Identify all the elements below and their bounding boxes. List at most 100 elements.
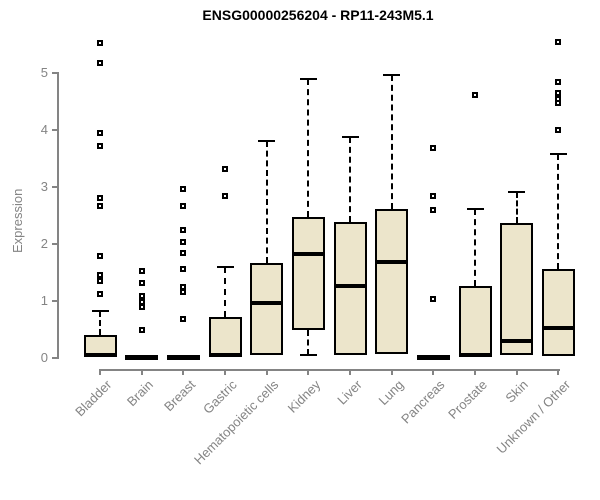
x-tick-label: Pancreas xyxy=(398,377,448,427)
x-tick-label: Skin xyxy=(502,377,532,406)
outlier-point xyxy=(97,39,103,46)
box xyxy=(208,316,242,357)
x-tick-label: Unknown / Other xyxy=(493,377,573,457)
outlier-point xyxy=(97,278,103,285)
median-line xyxy=(458,353,492,358)
x-tick-label: Lung xyxy=(375,377,407,409)
y-tick xyxy=(52,186,58,188)
x-tick xyxy=(224,369,226,375)
upper-whisker xyxy=(349,136,352,223)
box xyxy=(375,209,409,354)
median-line xyxy=(375,260,409,265)
outlier-point xyxy=(180,289,187,296)
outlier-point xyxy=(180,283,187,290)
outlier-point xyxy=(180,316,187,323)
upper-whisker-cap xyxy=(258,139,276,142)
box xyxy=(541,268,575,356)
y-tick xyxy=(52,129,58,131)
upper-whisker xyxy=(474,209,477,287)
chart-title: ENSG00000256204 - RP11-243M5.1 xyxy=(202,7,434,23)
x-tick xyxy=(432,369,435,375)
outlier-point xyxy=(472,92,479,99)
y-tick-label: 2 xyxy=(40,236,48,251)
median-line xyxy=(166,354,200,359)
y-axis-line xyxy=(57,72,59,359)
outlier-point xyxy=(430,206,437,213)
upper-whisker-cap xyxy=(508,190,526,193)
outlier-point xyxy=(555,79,562,86)
lower-whisker xyxy=(307,330,310,356)
y-tick xyxy=(52,357,58,359)
y-tick-label: 4 xyxy=(40,122,48,137)
y-tick xyxy=(52,300,58,302)
median-line xyxy=(208,353,242,358)
upper-whisker xyxy=(515,191,518,223)
outlier-point xyxy=(555,100,562,107)
upper-whisker xyxy=(390,75,393,210)
median-line xyxy=(125,354,159,359)
outlier-point xyxy=(180,186,187,193)
x-tick-label: Bladder xyxy=(72,377,115,420)
outlier-point xyxy=(138,303,145,310)
outlier-point xyxy=(138,293,145,300)
y-tick-label: 3 xyxy=(40,179,48,194)
x-tick-label: Gastric xyxy=(199,377,240,417)
upper-whisker xyxy=(99,311,101,336)
x-tick xyxy=(474,369,477,375)
outlier-point xyxy=(555,39,562,46)
upper-whisker-cap xyxy=(549,152,567,155)
outlier-point xyxy=(180,226,187,233)
outlier-point xyxy=(180,238,187,245)
median-line xyxy=(250,300,284,305)
outlier-point xyxy=(555,127,562,133)
x-axis-line xyxy=(99,369,560,371)
outlier-point xyxy=(180,250,187,257)
outlier-point xyxy=(97,202,103,209)
median-line xyxy=(291,252,325,257)
x-tick xyxy=(265,369,268,375)
outlier-point xyxy=(97,142,103,149)
x-tick xyxy=(515,369,518,375)
outlier-point xyxy=(180,266,187,273)
upper-whisker xyxy=(557,153,560,269)
outlier-point xyxy=(97,130,103,137)
outlier-point xyxy=(180,202,187,209)
x-tick-label: Breast xyxy=(160,377,198,415)
outlier-point xyxy=(222,193,228,200)
upper-whisker-cap xyxy=(299,78,317,81)
y-tick xyxy=(52,72,58,74)
outlier-point xyxy=(222,166,228,173)
outlier-point xyxy=(97,252,103,259)
upper-whisker-cap xyxy=(466,208,484,211)
x-tick xyxy=(182,369,185,375)
x-tick xyxy=(557,369,560,375)
x-tick-label: Brain xyxy=(124,377,157,410)
outlier-point xyxy=(430,296,437,303)
upper-whisker xyxy=(307,79,310,217)
upper-whisker xyxy=(265,140,268,263)
x-tick-label: Kidney xyxy=(284,377,323,416)
x-tick-label: Prostate xyxy=(444,377,490,422)
x-tick xyxy=(390,369,393,375)
median-line xyxy=(83,353,117,358)
outlier-point xyxy=(97,60,103,67)
outlier-point xyxy=(97,291,103,298)
y-tick-label: 0 xyxy=(40,350,48,365)
x-tick-label: Liver xyxy=(334,377,365,408)
y-tick xyxy=(52,243,58,245)
outlier-point xyxy=(97,271,103,278)
lower-whisker-cap xyxy=(299,354,317,357)
outlier-point xyxy=(430,192,437,199)
y-tick-label: 5 xyxy=(40,65,48,80)
outlier-point xyxy=(138,267,145,274)
median-line xyxy=(500,338,534,343)
median-line xyxy=(333,284,367,289)
median-line xyxy=(416,354,450,359)
outlier-point xyxy=(97,195,103,202)
outlier-point xyxy=(138,327,145,334)
upper-whisker-cap xyxy=(91,310,109,313)
outlier-point xyxy=(430,145,437,152)
x-tick xyxy=(349,369,352,375)
box xyxy=(291,216,325,331)
